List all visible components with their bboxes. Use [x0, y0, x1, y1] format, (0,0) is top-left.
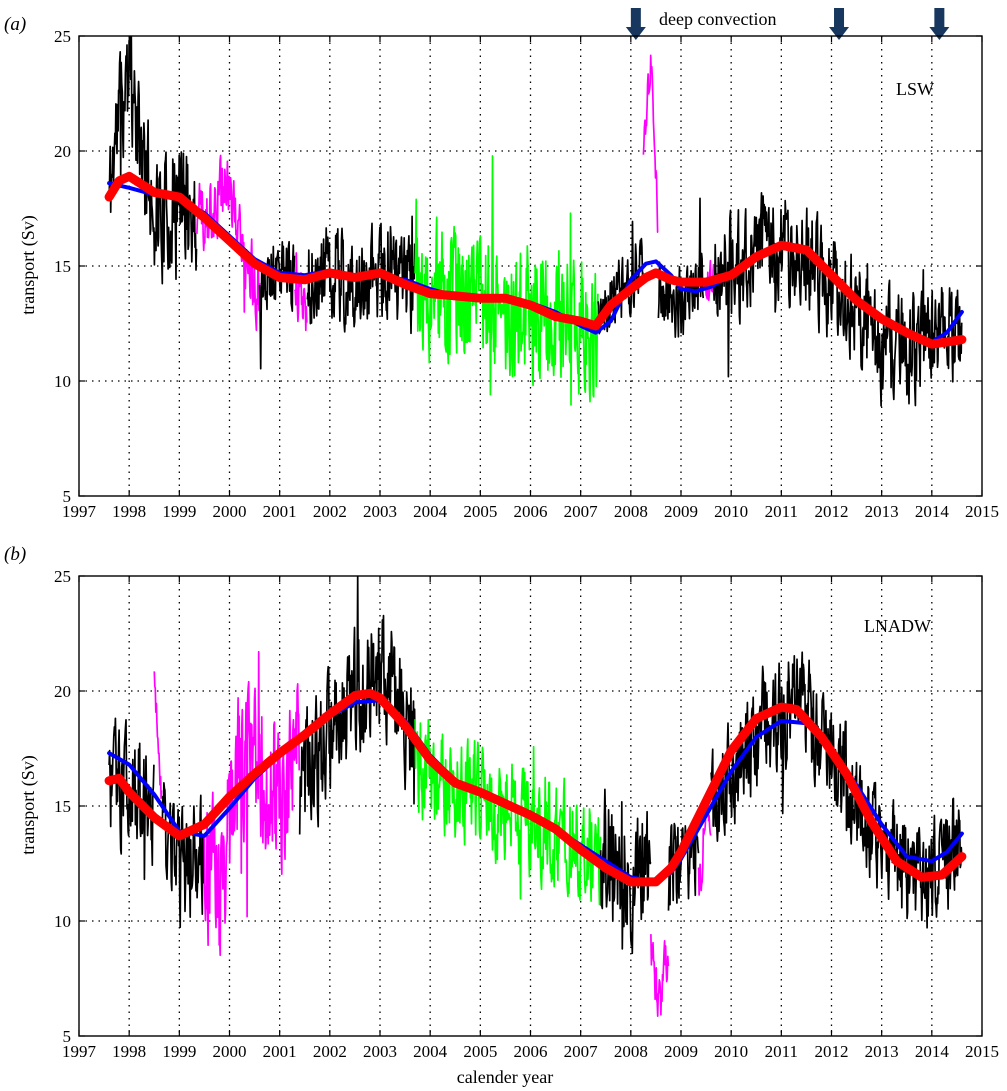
panel-b-x-tick-label: 2007 — [564, 1042, 599, 1061]
panel-a-smoothed-series-red — [104, 171, 967, 349]
panel-a-x-tick-label: 2001 — [263, 502, 297, 521]
panel-a-raw-segment — [258, 240, 296, 370]
panel-b-y-tick-label: 5 — [63, 1027, 72, 1046]
panel-a-raw-segment — [293, 252, 308, 332]
panel-b-x-tick-label: 2011 — [765, 1042, 798, 1061]
panel-a-raw-record — [108, 36, 963, 407]
panel-a-y-tick-label: 5 — [63, 487, 72, 506]
panel-b-raw-segment — [153, 671, 163, 800]
panel-a-y-tick-label: 20 — [54, 142, 71, 161]
panel-b-x-tick-label: 1999 — [162, 1042, 196, 1061]
panel-b-x-tick-label: 2014 — [915, 1042, 950, 1061]
deep-convection-annotation: deep convection — [659, 9, 776, 29]
panel-b-x-tick-label: 1997 — [62, 1042, 97, 1061]
panel-a-x-tick-label: 2012 — [815, 502, 849, 521]
panel-b-x-tick-label: 2010 — [714, 1042, 748, 1061]
panel-b-raw-segment — [650, 934, 670, 1017]
panel-b-series-tag: LNADW — [864, 616, 931, 636]
panel-a-raw-segment — [306, 215, 416, 335]
panel-b-raw-segment — [160, 782, 205, 929]
panel-a-x-tick-label: 2002 — [313, 502, 347, 521]
panel-b-raw-segment — [710, 651, 963, 929]
panel-b-x-tick-label: 2015 — [965, 1042, 999, 1061]
panel-b-y-tick-label: 15 — [54, 797, 71, 816]
panel-a-x-tick-label: 2005 — [463, 502, 497, 521]
panel-a-x-tick-label: 2007 — [564, 502, 599, 521]
panel-a: (a) LSW transport (Sv) deep convection 1… — [4, 8, 999, 521]
panel-a-x-tick-label: 2013 — [865, 502, 899, 521]
panel-a-x-tick-label: 2011 — [765, 502, 798, 521]
panel-b-x-tick-label: 2004 — [413, 1042, 448, 1061]
panel-a-x-tick-label: 2010 — [714, 502, 748, 521]
panel-a-raw-segment — [414, 155, 599, 406]
deep-convection-arrow-icon — [829, 8, 850, 40]
panel-a-x-tick-label: 2004 — [413, 502, 448, 521]
x-axis-title: calender year — [457, 1067, 553, 1087]
panel-a-ylabel: transport (Sv) — [18, 215, 39, 314]
panel-a-series-tag: LSW — [896, 79, 934, 99]
panel-a-y-tick-label: 15 — [54, 257, 71, 276]
panel-b-x-tick-label: 2009 — [664, 1042, 698, 1061]
panel-b-x-tick-label: 2005 — [463, 1042, 497, 1061]
panel-b-ylabel: transport (Sv) — [18, 755, 39, 854]
deep-convection-arrow-icon — [625, 8, 646, 40]
panel-a-x-tick-label: 2006 — [514, 502, 548, 521]
panel-a-raw-segment — [597, 220, 644, 335]
panel-b-y-tick-label: 10 — [54, 912, 71, 931]
deep-convection-markers — [625, 8, 950, 40]
panel-a-x-tick-label: 2003 — [363, 502, 397, 521]
panel-a-y-tick-label: 25 — [54, 27, 71, 46]
panel-b-x-tick-label: 2008 — [614, 1042, 648, 1061]
panel-b-raw-segment — [697, 789, 712, 896]
panel-a-raw-segment — [108, 36, 198, 285]
panel-b-x-tick-label: 1998 — [112, 1042, 146, 1061]
panel-a-x-tick-label: 2008 — [614, 502, 648, 521]
panel-b-x-tick-label: 2006 — [514, 1042, 548, 1061]
panel-a-x-tick-label: 2000 — [213, 502, 247, 521]
panel-a-x-tick-label: 2014 — [915, 502, 950, 521]
panel-b-y-tick-label: 25 — [54, 567, 71, 586]
panel-b-x-tick-label: 2001 — [263, 1042, 297, 1061]
panel-a-raw-segment — [712, 192, 963, 407]
panel-a-raw-segment — [642, 54, 659, 233]
panel-b-x-tick-label: 2002 — [313, 1042, 347, 1061]
panel-b-x-tick-label: 2013 — [865, 1042, 899, 1061]
panel-b-raw-segment — [298, 576, 416, 835]
panel-a-x-tick-label: 1998 — [112, 502, 146, 521]
panel-b-raw-segment — [599, 788, 652, 955]
panel-a-y-tick-label: 10 — [54, 372, 71, 391]
panel-a-grid — [79, 36, 982, 496]
panel-b-smoothed-series-red — [104, 688, 967, 887]
deep-convection-arrow-icon — [929, 8, 950, 40]
panel-b-y-tick-label: 20 — [54, 682, 71, 701]
panel-b-x-tick-label: 2012 — [815, 1042, 849, 1061]
panel-b-x-tick-label: 2000 — [213, 1042, 247, 1061]
panel-b-label: (b) — [4, 544, 26, 565]
panel-b-x-tick-label: 2003 — [363, 1042, 397, 1061]
panel-b: (b) LNADW transport (Sv) calender year 1… — [4, 544, 999, 1087]
panel-a-x-tick-label: 2009 — [664, 502, 698, 521]
panel-a-label: (a) — [4, 14, 26, 35]
panel-b-raw-segment — [414, 718, 602, 906]
panel-a-raw-segment — [657, 197, 705, 338]
panel-a-x-tick-label: 1999 — [162, 502, 196, 521]
panel-a-x-tick-label: 1997 — [62, 502, 97, 521]
panel-a-x-tick-label: 2015 — [965, 502, 999, 521]
